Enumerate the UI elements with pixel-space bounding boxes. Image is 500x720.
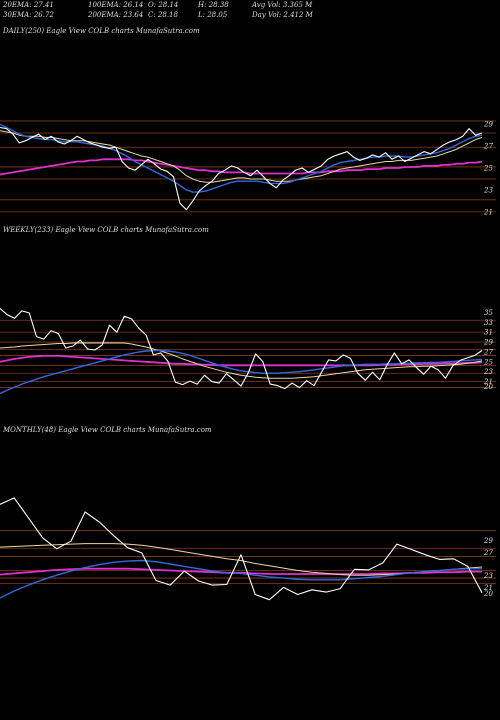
weekly-ytick-3: 29 xyxy=(483,339,493,347)
daily-ytick-2: 25 xyxy=(483,165,493,173)
monthly-ytick-1: 27 xyxy=(483,549,493,557)
monthly-ytick-2: 23 xyxy=(483,572,493,580)
weekly-ytick-0: 35 xyxy=(484,309,493,317)
daily-panel-title: DAILY(250) Eagle View COLB charts Munafa… xyxy=(3,27,200,35)
weekly-price-line xyxy=(0,307,483,390)
monthly-ema-mid-line xyxy=(0,559,482,599)
daily-ema-short-line xyxy=(0,130,483,183)
weekly-ytick-7: 21 xyxy=(483,378,493,386)
weekly-ytick-8: 20 xyxy=(483,383,493,391)
weekly-ytick-6: 23 xyxy=(483,368,493,376)
hdr-avg-vol: Avg Vol: 3.365 M xyxy=(252,1,313,9)
daily-ytick-3: 23 xyxy=(483,186,493,194)
monthly-price-line xyxy=(0,497,483,601)
weekly-ema-short-line xyxy=(0,342,483,379)
monthly-panel-title: MONTHLY(48) Eagle View COLB charts Munaf… xyxy=(3,426,212,434)
hdr-low: L: 28.05 xyxy=(198,11,228,19)
daily-ema-long-line xyxy=(0,158,483,176)
monthly-ytick-0: 29 xyxy=(483,537,493,545)
monthly-ytick-4: 20 xyxy=(483,590,493,598)
weekly-panel-title: WEEKLY(233) Eagle View COLB charts Munaf… xyxy=(3,226,209,234)
hdr-30ema: 30EMA: 26.72 xyxy=(3,11,54,19)
daily-ytick-0: 29 xyxy=(483,121,493,129)
hdr-100ema: 100EMA: 26.14 xyxy=(88,1,144,9)
hdr-close: C: 28.18 xyxy=(148,11,178,19)
daily-price-line xyxy=(0,126,483,211)
hdr-20ema: 20EMA: 27.41 xyxy=(3,1,54,9)
hdr-open: O: 28.14 xyxy=(148,1,179,9)
weekly-ytick-4: 27 xyxy=(483,348,493,356)
weekly-ytick-5: 25 xyxy=(483,358,493,366)
hdr-200ema: 200EMA: 23.64 xyxy=(88,11,144,19)
weekly-ytick-2: 31 xyxy=(484,329,493,337)
monthly-ytick-3: 21 xyxy=(483,584,493,592)
hdr-day-vol: Day Vol: 2.412 M xyxy=(252,11,313,19)
daily-ytick-1: 27 xyxy=(483,143,493,151)
hdr-high: H: 28.38 xyxy=(198,1,229,9)
weekly-ytick-1: 33 xyxy=(484,319,493,327)
daily-ytick-4: 21 xyxy=(483,208,493,216)
daily-ema-mid-line xyxy=(0,123,483,193)
